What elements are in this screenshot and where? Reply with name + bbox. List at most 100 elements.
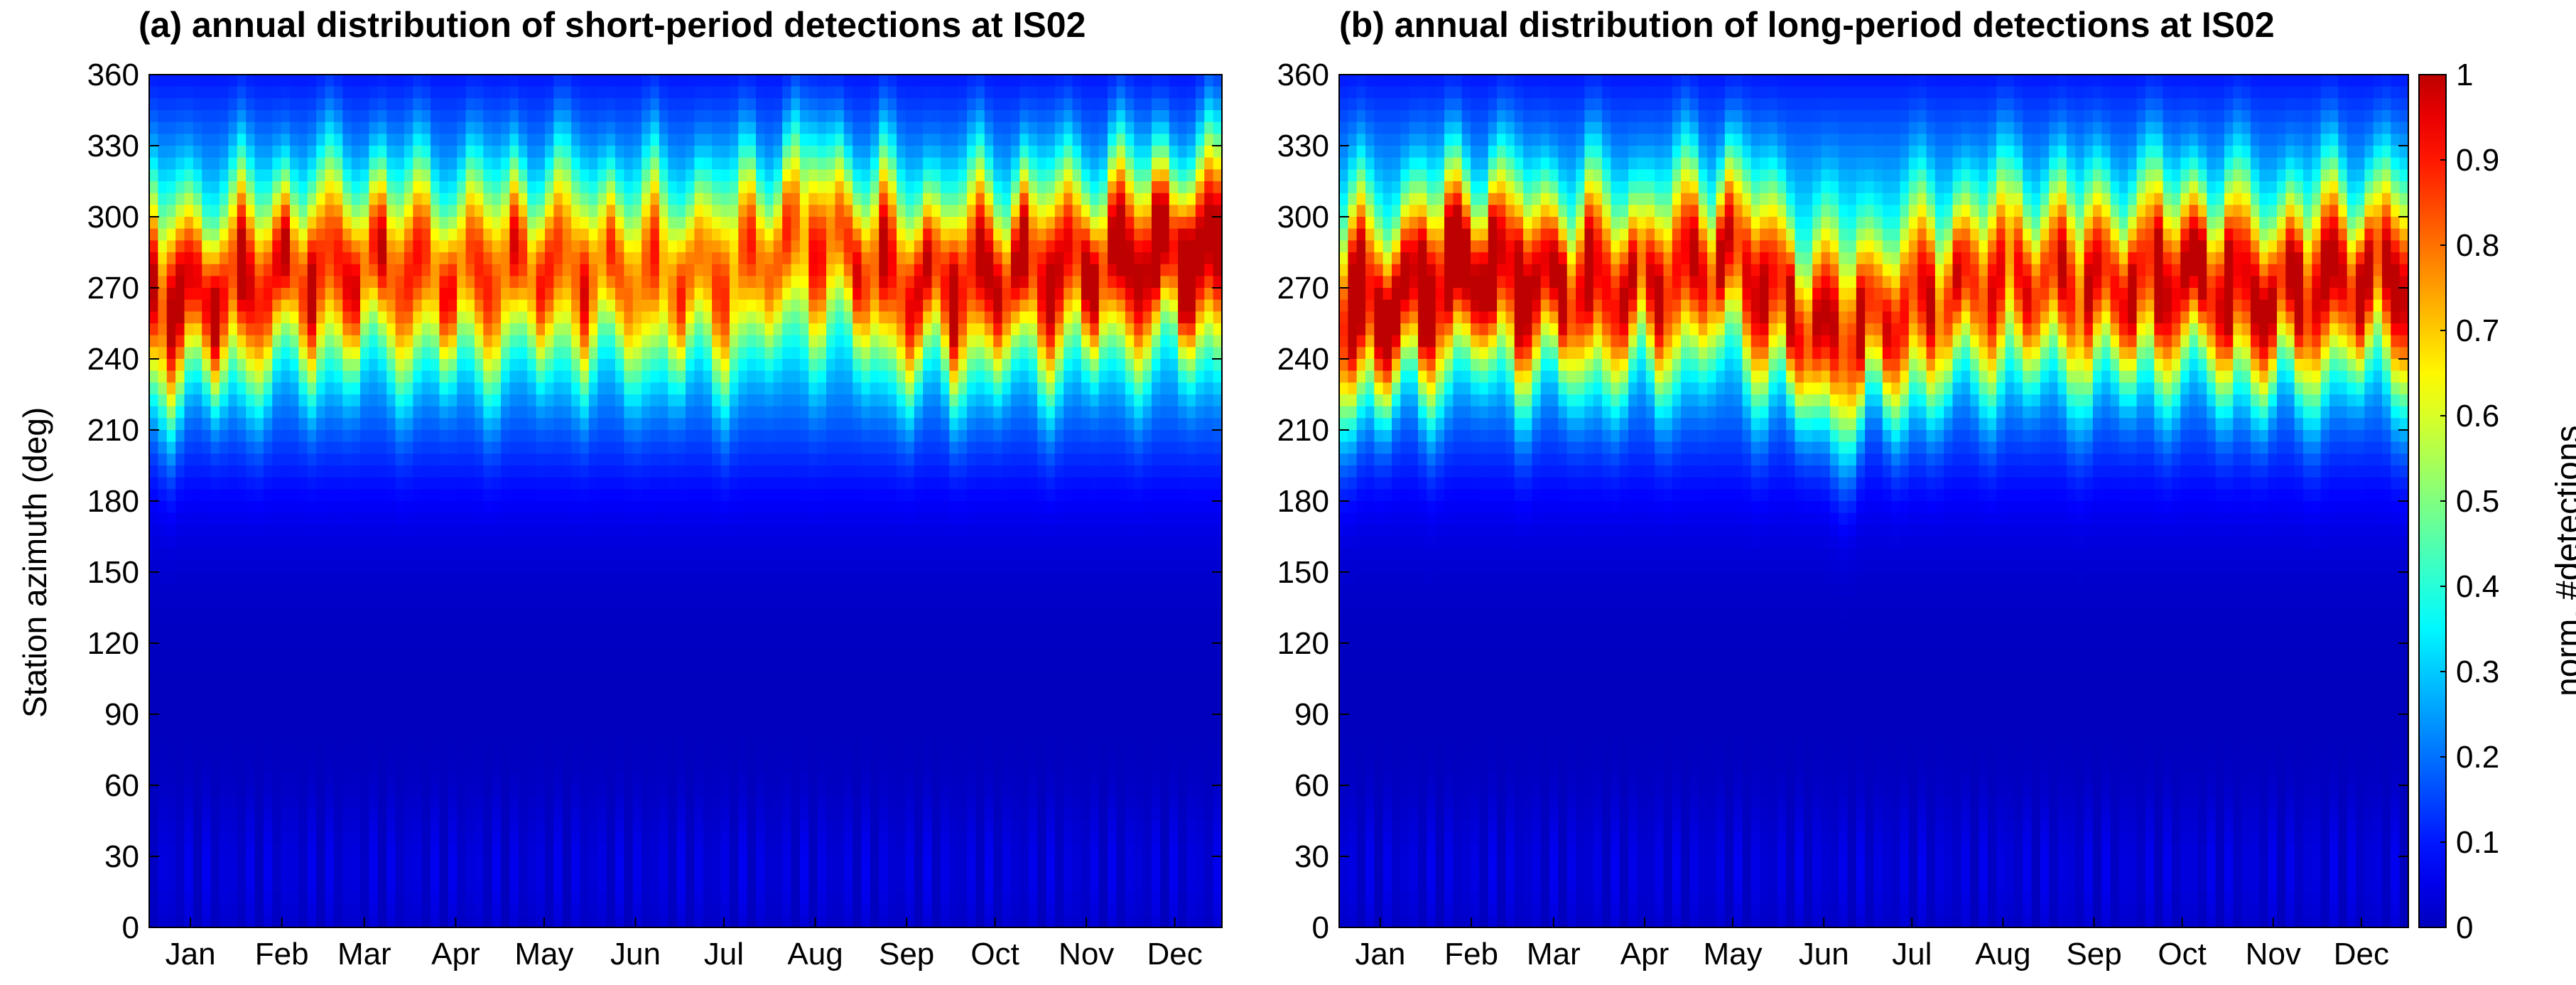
heatmap-cell bbox=[632, 299, 642, 313]
heatmap-cell bbox=[501, 110, 511, 123]
heatmap-cell bbox=[404, 288, 414, 301]
heatmap-cell bbox=[202, 288, 212, 301]
heatmap-cell bbox=[325, 370, 335, 384]
heatmap-cell bbox=[263, 619, 274, 633]
heatmap-cell bbox=[553, 844, 563, 857]
heatmap-cell bbox=[184, 619, 194, 633]
heatmap-cell bbox=[166, 252, 176, 265]
heatmap-cell bbox=[272, 86, 282, 99]
heatmap-cell bbox=[237, 537, 247, 549]
heatmap-cell bbox=[703, 299, 713, 313]
heatmap-cell bbox=[580, 430, 590, 443]
heatmap-cell bbox=[421, 856, 431, 869]
heatmap-cell bbox=[342, 596, 352, 608]
heatmap-cell bbox=[254, 773, 264, 786]
heatmap-cell bbox=[720, 868, 730, 881]
heatmap-cell bbox=[220, 832, 229, 846]
heatmap-cell bbox=[377, 773, 387, 786]
heatmap-cell bbox=[747, 86, 757, 99]
heatmap-cell bbox=[606, 583, 616, 597]
heatmap-cell bbox=[553, 299, 563, 313]
heatmap-cell bbox=[492, 844, 502, 857]
heatmap-cell bbox=[659, 335, 669, 348]
heatmap-cell bbox=[307, 110, 317, 123]
heatmap-cell bbox=[184, 572, 194, 585]
heatmap-cell bbox=[597, 915, 607, 927]
heatmap-cell bbox=[501, 596, 511, 608]
heatmap-cell bbox=[237, 892, 247, 905]
heatmap-cell bbox=[553, 608, 563, 620]
heatmap-cell bbox=[360, 832, 370, 846]
heatmap-cell bbox=[421, 655, 431, 668]
heatmap-cell bbox=[193, 288, 203, 301]
heatmap-cell bbox=[518, 667, 529, 679]
heatmap-cell bbox=[527, 394, 537, 407]
heatmap-cell bbox=[615, 832, 625, 846]
heatmap-cell bbox=[272, 441, 282, 455]
heatmap-cell bbox=[149, 453, 159, 466]
heatmap-cell bbox=[527, 134, 537, 146]
heatmap-cell bbox=[544, 679, 555, 691]
heatmap-cell bbox=[220, 844, 229, 857]
heatmap-cell bbox=[263, 228, 274, 242]
heatmap-cell bbox=[509, 583, 519, 597]
heatmap-cell bbox=[166, 181, 176, 194]
heatmap-cell bbox=[342, 169, 352, 182]
heatmap-cell bbox=[703, 560, 713, 573]
heatmap-cell bbox=[615, 915, 625, 927]
heatmap-cell bbox=[246, 832, 256, 846]
heatmap-cell bbox=[588, 572, 599, 585]
heatmap-cell bbox=[395, 892, 405, 905]
heatmap-cell bbox=[571, 276, 581, 289]
heatmap-cell bbox=[448, 311, 458, 324]
heatmap-cell bbox=[220, 134, 229, 146]
heatmap-cell bbox=[175, 667, 185, 679]
heatmap-cell bbox=[668, 86, 678, 99]
heatmap-cell bbox=[676, 418, 686, 431]
heatmap-cell bbox=[202, 773, 212, 786]
heatmap-cell bbox=[325, 868, 335, 881]
heatmap-cell bbox=[624, 844, 634, 857]
heatmap-cell bbox=[483, 512, 493, 526]
heatmap-cell bbox=[720, 370, 730, 384]
heatmap-cell bbox=[369, 311, 379, 324]
heatmap-cell bbox=[729, 264, 740, 277]
heatmap-cell bbox=[439, 903, 449, 917]
heatmap-cell bbox=[501, 477, 511, 490]
heatmap-cell bbox=[316, 477, 326, 490]
heatmap-cell bbox=[632, 821, 642, 834]
heatmap-cell bbox=[474, 761, 485, 775]
heatmap-cell bbox=[544, 856, 555, 869]
heatmap-cell bbox=[457, 217, 467, 230]
heatmap-cell bbox=[509, 524, 519, 537]
heatmap-cell bbox=[369, 548, 379, 561]
heatmap-cell bbox=[527, 288, 537, 301]
heatmap-cell bbox=[580, 252, 590, 265]
heatmap-cell bbox=[492, 86, 502, 99]
heatmap-cell bbox=[588, 809, 599, 822]
heatmap-cell bbox=[553, 690, 563, 704]
heatmap-cell bbox=[184, 821, 194, 834]
heatmap-cell bbox=[747, 583, 757, 597]
heatmap-cell bbox=[202, 110, 212, 123]
heatmap-cell bbox=[254, 643, 264, 656]
heatmap-cell bbox=[193, 264, 203, 277]
heatmap-cell bbox=[474, 572, 485, 585]
heatmap-cell bbox=[703, 750, 713, 763]
heatmap-cell bbox=[342, 359, 352, 372]
heatmap-cell bbox=[747, 643, 757, 656]
heatmap-cell bbox=[527, 169, 537, 182]
heatmap-cell bbox=[650, 643, 660, 656]
heatmap-cell bbox=[474, 655, 485, 668]
heatmap-cell bbox=[457, 572, 467, 585]
heatmap-cell bbox=[307, 157, 317, 171]
heatmap-cell bbox=[483, 868, 493, 881]
heatmap-cell bbox=[483, 453, 493, 466]
heatmap-cell bbox=[377, 181, 387, 194]
heatmap-cell bbox=[694, 288, 704, 301]
heatmap-cell bbox=[588, 264, 599, 277]
heatmap-cell bbox=[686, 181, 696, 194]
heatmap-cell bbox=[597, 619, 607, 633]
heatmap-cell bbox=[290, 157, 300, 171]
heatmap-cell bbox=[448, 110, 458, 123]
